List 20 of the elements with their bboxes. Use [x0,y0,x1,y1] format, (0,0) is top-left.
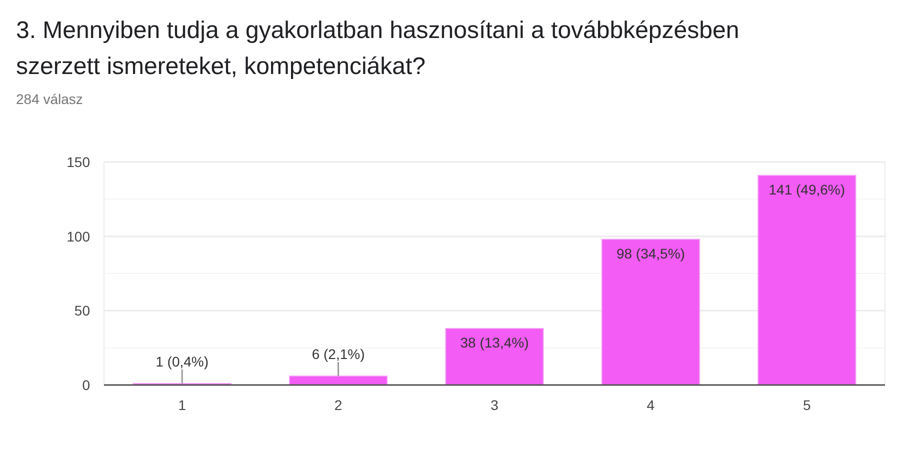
y-tick-label: 150 [66,154,90,170]
x-tick-label: 3 [490,397,499,413]
data-label: 38 (13,4%) [460,334,529,351]
bar [445,328,544,386]
chart-subtitle: 284 válasz [16,91,83,107]
y-tick-label: 0 [82,377,90,393]
bar [758,174,856,386]
data-label: 1 (0,4%) [156,354,209,370]
data-label: 98 (34,5%) [616,245,685,262]
data-label: 141 (49,6%) [768,181,846,198]
y-tick-label: 50 [74,302,90,319]
bar [601,238,700,386]
chart-title: 3. Mennyiben tudja a gyakorlatban hasznosítani a továbbképzésben szerzett ismereteket, kompetenciákat? [16,17,740,80]
data-label: 6 (2,1%) [312,346,365,362]
bar [288,376,388,386]
x-tick-label: 1 [178,397,186,413]
x-tick-label: 5 [803,397,811,413]
x-tick-label: 4 [646,397,655,413]
x-tick-label: 2 [334,397,342,413]
y-tick-label: 100 [66,228,90,244]
